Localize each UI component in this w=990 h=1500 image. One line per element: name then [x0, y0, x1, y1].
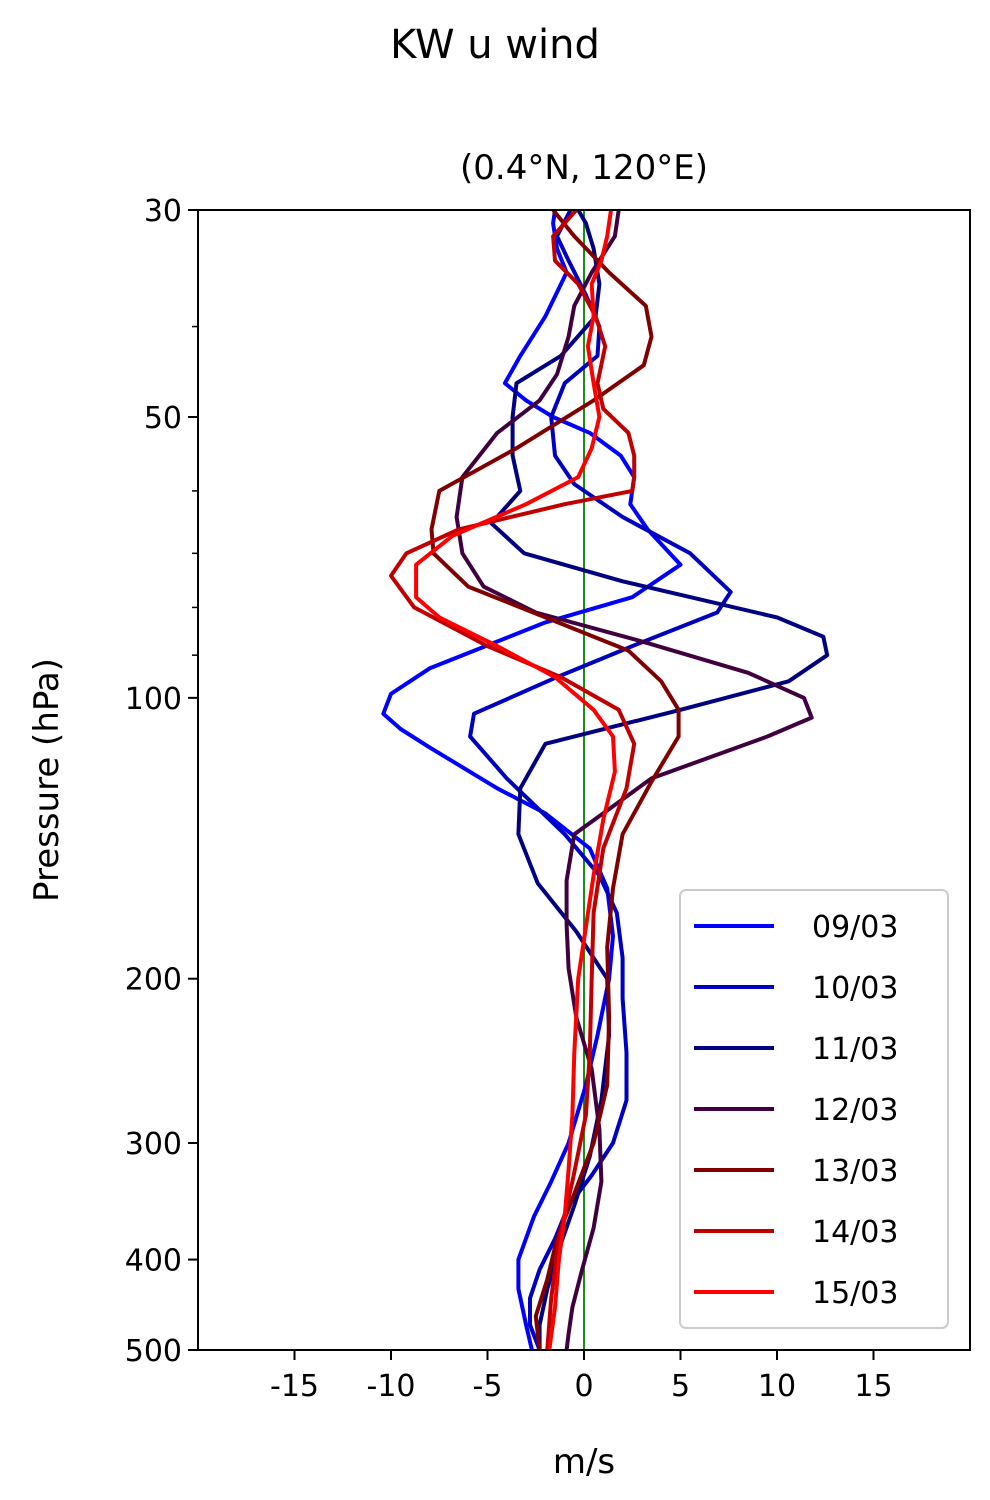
- legend: 09/03 10/03 11/03 12/03 13/03 14/03 15/03: [679, 889, 949, 1329]
- x-tick-label: 0: [574, 1369, 593, 1404]
- axes-subtitle: (0.4°N, 120°E): [459, 148, 709, 188]
- legend-label: 13/03: [812, 1154, 898, 1189]
- x-tick-label: 5: [671, 1369, 690, 1404]
- series-line-13-03: [429, 210, 681, 1350]
- legend-label: 14/03: [812, 1215, 898, 1250]
- legend-label: 09/03: [812, 910, 898, 945]
- y-tick-label: 200: [125, 963, 182, 998]
- y-tick-label: 50: [144, 401, 182, 436]
- legend-label: 15/03: [812, 1276, 898, 1311]
- legend-label: 11/03: [812, 1032, 898, 1067]
- y-tick-label: 30: [144, 194, 182, 229]
- x-tick-label: 15: [854, 1369, 892, 1404]
- y-axis-label: Pressure (hPa): [27, 658, 67, 902]
- y-tick-label: 500: [125, 1334, 182, 1369]
- y-tick-label: 100: [125, 682, 182, 717]
- series-line-15-03: [414, 210, 617, 1350]
- legend-label: 10/03: [812, 971, 898, 1006]
- legend-box: [679, 889, 949, 1329]
- legend-label: 12/03: [812, 1093, 898, 1128]
- series-layer: [381, 210, 830, 1350]
- series-line-14-03: [389, 210, 637, 1350]
- y-tick-label: 400: [125, 1244, 182, 1279]
- axes-layer: -15 -10 -5 0 5 10 15 30 50 100 200 300 400 500 m/s Pres…: [27, 194, 971, 1482]
- x-tick-label: 10: [758, 1369, 796, 1404]
- figure-title: KW u wind: [390, 22, 600, 68]
- series-line-12-03: [454, 210, 814, 1350]
- x-axis-label: m/s: [553, 1442, 615, 1482]
- y-tick-label: 300: [125, 1127, 182, 1162]
- series-line-09-03: [381, 210, 683, 1350]
- x-tick-label: -10: [367, 1369, 416, 1404]
- x-tick-label: -15: [270, 1369, 319, 1404]
- x-tick-label: -5: [473, 1369, 503, 1404]
